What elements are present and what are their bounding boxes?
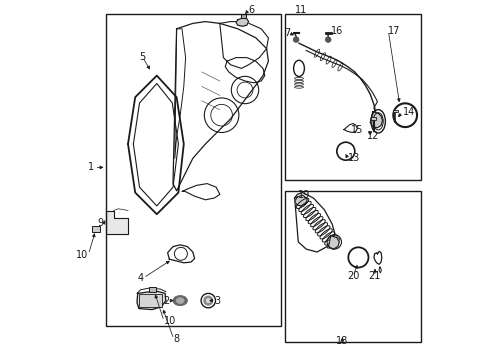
Text: 7: 7 bbox=[284, 28, 291, 39]
Bar bbox=[285, 14, 421, 180]
Text: 21: 21 bbox=[368, 271, 381, 282]
Bar bbox=[149, 287, 156, 292]
Ellipse shape bbox=[173, 296, 187, 306]
Polygon shape bbox=[294, 195, 307, 206]
Bar bbox=[139, 294, 162, 307]
Circle shape bbox=[206, 298, 210, 303]
Text: 13: 13 bbox=[347, 153, 360, 163]
Bar bbox=[393, 110, 398, 112]
Text: 10: 10 bbox=[76, 249, 88, 260]
Bar bbox=[92, 226, 100, 232]
Polygon shape bbox=[328, 236, 339, 249]
Polygon shape bbox=[236, 18, 248, 26]
Circle shape bbox=[326, 37, 331, 42]
Text: 14: 14 bbox=[403, 107, 415, 117]
Text: 3: 3 bbox=[215, 296, 220, 306]
Text: 11: 11 bbox=[295, 5, 308, 15]
Text: 17: 17 bbox=[388, 26, 401, 36]
Text: 18: 18 bbox=[336, 336, 348, 346]
Text: 6: 6 bbox=[248, 5, 255, 15]
Bar bbox=[106, 14, 281, 326]
Text: 20: 20 bbox=[347, 271, 359, 282]
Ellipse shape bbox=[176, 298, 184, 303]
Text: 8: 8 bbox=[174, 334, 180, 344]
Bar bbox=[241, 14, 246, 18]
Text: 19: 19 bbox=[298, 190, 311, 200]
Circle shape bbox=[294, 37, 298, 42]
Text: 15: 15 bbox=[350, 125, 363, 135]
Circle shape bbox=[204, 296, 213, 305]
Text: 9: 9 bbox=[98, 218, 104, 228]
Text: 16: 16 bbox=[331, 26, 343, 36]
Polygon shape bbox=[370, 112, 383, 128]
Text: 4: 4 bbox=[137, 273, 144, 283]
Bar bbox=[285, 191, 421, 342]
Text: 5: 5 bbox=[139, 52, 146, 62]
Text: 1: 1 bbox=[88, 162, 95, 172]
Polygon shape bbox=[106, 211, 128, 234]
Bar bbox=[371, 117, 376, 120]
Polygon shape bbox=[137, 291, 166, 310]
Text: 2: 2 bbox=[163, 296, 170, 306]
Text: 12: 12 bbox=[368, 131, 380, 141]
Text: 10: 10 bbox=[164, 316, 176, 326]
